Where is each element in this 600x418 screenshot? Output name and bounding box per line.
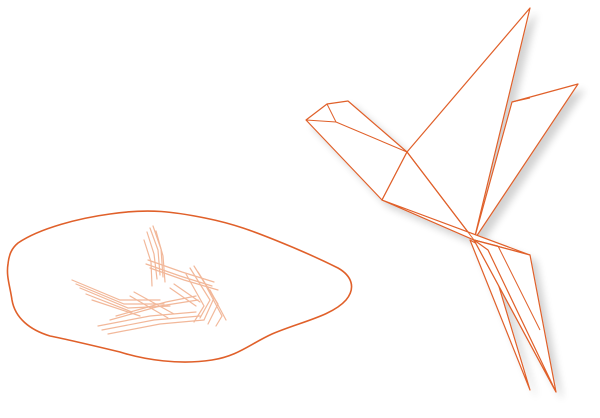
right-wing bbox=[473, 83, 579, 241]
puddle bbox=[6, 210, 353, 363]
origami-bird bbox=[305, 7, 579, 393]
fold-lines bbox=[305, 97, 541, 331]
tail-middle bbox=[473, 239, 557, 393]
bird-head bbox=[305, 100, 408, 201]
bird-reflection bbox=[71, 225, 227, 335]
puddle-outline bbox=[6, 210, 353, 363]
